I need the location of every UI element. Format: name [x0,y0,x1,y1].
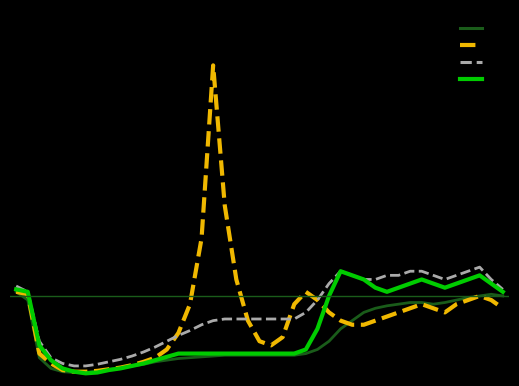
Legend:  ,  ,  ,  : , , , [457,20,489,88]
